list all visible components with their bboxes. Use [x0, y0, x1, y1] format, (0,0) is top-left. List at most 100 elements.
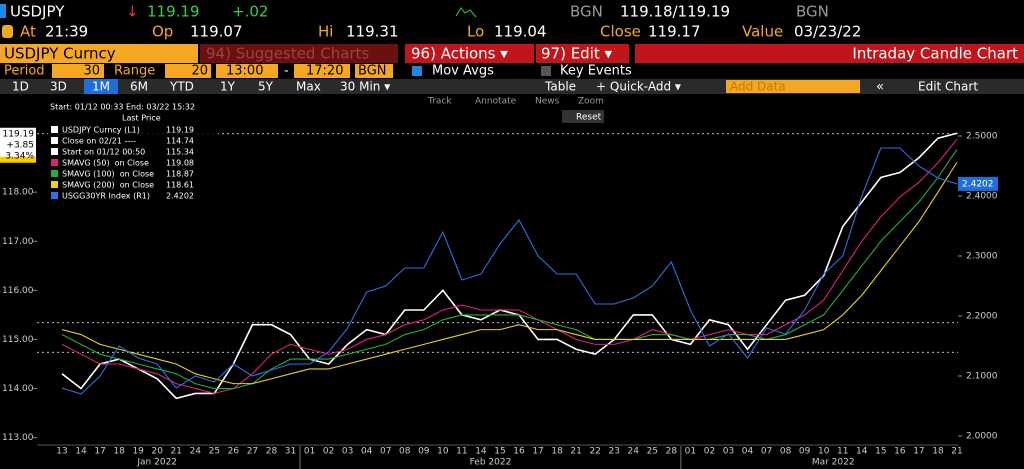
- security-box[interactable]: [0, 44, 198, 63]
- legend-value: 119.08: [166, 159, 194, 168]
- start-input[interactable]: [216, 64, 278, 78]
- x-tick-label: 26: [228, 447, 240, 457]
- reset: Reset: [576, 113, 602, 123]
- x-tick-label: 23: [609, 447, 620, 457]
- price-tag-change: +3.85: [6, 140, 34, 150]
- x-tick-label: 02: [323, 447, 334, 457]
- chart-kind: Intraday Candle Chart: [852, 45, 1018, 63]
- low: 119.04: [494, 23, 547, 41]
- tab[interactable]: 6M: [130, 80, 148, 94]
- x-tick-label: 11: [456, 447, 467, 457]
- range: 20: [191, 64, 208, 79]
- tab[interactable]: Max: [296, 80, 321, 94]
- news-tool[interactable]: News: [535, 97, 560, 107]
- key-events-checkbox[interactable]: [541, 66, 551, 76]
- lo-label: Lo: [467, 23, 484, 41]
- tab[interactable]: 5Y: [258, 80, 274, 94]
- tab[interactable]: 1Y: [220, 80, 236, 94]
- x-tick-label: 17: [532, 447, 543, 457]
- annotate-tool[interactable]: Annotate: [475, 97, 517, 107]
- x-tick-label: 15: [494, 447, 505, 457]
- price-tag-pct: 3.34%: [5, 151, 34, 161]
- y2-tick-label: 2.1000: [966, 372, 998, 382]
- y2-tick-label: 2.4000: [966, 192, 998, 202]
- series-line: [61, 138, 958, 395]
- x-tick-label: 27: [247, 447, 258, 457]
- ticker: USDJPY: [10, 3, 65, 21]
- actions-button[interactable]: [405, 44, 534, 63]
- legend-name: USDJPY Curncy (L1): [62, 126, 140, 135]
- tab-bar: [0, 79, 1024, 94]
- track-tool[interactable]: Track: [427, 97, 452, 107]
- legend-name: SMAVG (200) on Close: [62, 181, 154, 190]
- x-tick-label: 09: [799, 447, 811, 457]
- collapse[interactable]: «: [876, 80, 884, 95]
- series-line: [61, 149, 958, 390]
- suggested-button[interactable]: [200, 44, 398, 63]
- x-tick-label: 28: [266, 447, 278, 457]
- x-tick-label: 24: [628, 447, 640, 457]
- legend-title: Start: 01/12 00:33 End: 03/22 15:32: [50, 103, 195, 112]
- x-tick-label: 01: [685, 447, 696, 457]
- period-input[interactable]: [52, 64, 104, 78]
- legend-value: 114.74: [166, 137, 194, 146]
- tab[interactable]: 1D: [12, 80, 29, 94]
- x-tick-label: 08: [399, 447, 411, 457]
- edit-button[interactable]: [536, 44, 629, 63]
- x-tick-label: 07: [761, 447, 772, 457]
- series-line: [61, 161, 958, 385]
- edit: 97) Edit ▾: [541, 45, 613, 63]
- x-tick-label: 15: [875, 447, 886, 457]
- value-label: Value: [742, 23, 783, 41]
- last-price: 119.19: [147, 3, 200, 21]
- x-tick-label: 11: [837, 447, 848, 457]
- legend-name: Start on 01/12 00:50: [62, 148, 145, 157]
- end-time: 17:20: [306, 64, 343, 79]
- x-tick-label: 04: [742, 447, 754, 457]
- x-tick-label: 16: [894, 447, 906, 457]
- legend-name: USGG30YR Index (R1): [62, 192, 150, 201]
- x-tick-label: 21: [171, 447, 182, 457]
- x-tick-label: 22: [589, 447, 600, 457]
- tab[interactable]: YTD: [169, 80, 194, 94]
- range-input[interactable]: [165, 64, 211, 78]
- end-input[interactable]: [294, 64, 350, 78]
- key-events: Key Events: [560, 64, 632, 79]
- yield-tag-label: 2.4202: [962, 179, 994, 189]
- quick-add[interactable]: + Quick-Add ▾: [596, 80, 681, 94]
- tab[interactable]: 1M: [92, 80, 110, 94]
- legend-swatch: [51, 192, 58, 199]
- x-tick-label: 14: [75, 447, 87, 457]
- y2-tick-label: 2.0000: [966, 432, 998, 442]
- add-data: Add Data: [730, 80, 786, 94]
- ask-source: BGN: [796, 3, 829, 21]
- x-tick-label: 18: [113, 447, 125, 457]
- month-label: Jan 2022: [136, 458, 177, 468]
- legend-swatch: [51, 159, 58, 166]
- edit-chart[interactable]: Edit Chart: [918, 80, 978, 94]
- legend-name: Close on 02/21 ----: [62, 137, 136, 146]
- op-label: Op: [152, 23, 173, 41]
- mov-avgs-checkbox[interactable]: [412, 66, 422, 76]
- sparkline: [455, 7, 477, 18]
- zoom-tool[interactable]: Zoom: [578, 97, 604, 107]
- bid-ask: 119.18/119.19: [620, 3, 730, 21]
- suggested: 94) Suggested Charts: [206, 45, 369, 63]
- dash: -: [284, 64, 289, 79]
- x-tick-label: 18: [551, 447, 563, 457]
- source-input[interactable]: [355, 64, 393, 78]
- add-data-input[interactable]: [726, 80, 860, 93]
- reset-button[interactable]: [562, 110, 604, 123]
- x-tick-label: 08: [780, 447, 792, 457]
- legend-value: 2.4202: [166, 192, 194, 201]
- tab[interactable]: 30 Min ▾: [340, 80, 390, 94]
- y2-tick-label: 2.5000: [966, 132, 998, 142]
- tab[interactable]: 3D: [50, 80, 67, 94]
- security: USDJPY Curncy: [4, 45, 116, 63]
- table-button[interactable]: Table: [544, 80, 576, 94]
- legend-value: 118.61: [166, 181, 194, 190]
- series-line: [61, 132, 958, 400]
- start-time: 13:00: [226, 64, 263, 79]
